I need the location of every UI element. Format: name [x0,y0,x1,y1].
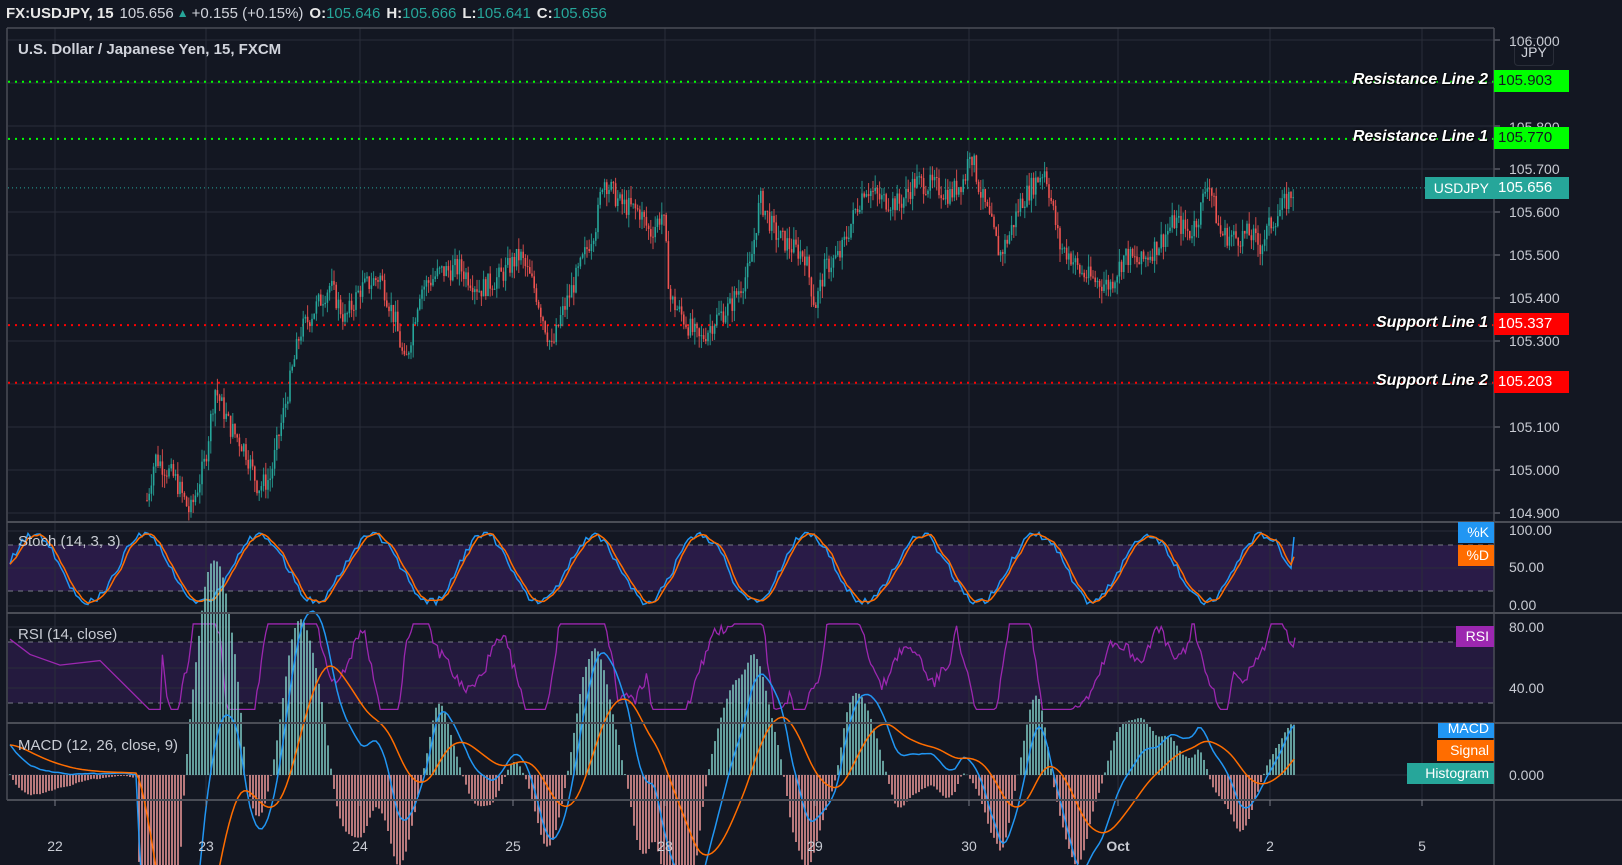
price-axis-label: 105.100 [1509,419,1560,435]
time-axis-label: Oct [1106,838,1130,854]
symbol-info-bar: FX:USDJPY, 15 105.656 ▲ +0.155 (+0.15%) … [0,0,1622,26]
resistance-line-1-label: Resistance Line 1 [1352,128,1488,145]
price-axis-label: 105.000 [1509,462,1560,478]
macd-axis-label: 0.000 [1509,767,1545,783]
time-axis-label: 28 [657,838,673,854]
low-key: L: [462,4,477,22]
support-line-2-label: Support Line 2 [1376,372,1488,389]
symbol-label[interactable]: FX:USDJPY, 15 [6,4,114,22]
stoch-axis-label: 0.00 [1509,597,1537,613]
current-price-tag: 105.656 [1494,177,1569,199]
high-value: 105.666 [402,4,457,22]
high-key: H: [386,4,403,22]
stoch-pane-title: Stoch (14, 3, 3) [18,533,121,550]
resistance-line-1-price-tag: 105.770 [1494,127,1569,149]
rsi-axis-label: 80.00 [1509,619,1545,635]
low-value: 105.641 [476,4,531,22]
open-key: O: [309,4,327,22]
rsi-axis-label: 40.00 [1509,680,1545,696]
support-line-1-price-tag: 105.337 [1494,313,1569,335]
stoch-axis-label: 100.00 [1509,522,1552,538]
time-axis-label: 30 [961,838,977,854]
resistance-line-2-label: Resistance Line 2 [1352,71,1488,88]
resistance-line-2-price-tag: 105.903 [1494,70,1569,92]
price-change: +0.155 (+0.15%) [191,4,304,22]
open-value: 105.646 [326,4,381,22]
stoch-d-chip: %D [1458,545,1494,566]
price-axis-label: 104.900 [1509,505,1560,521]
main-pane-title: U.S. Dollar / Japanese Yen, 15, FXCM [18,41,282,58]
macd-pane-title: MACD (12, 26, close, 9) [18,737,179,754]
time-axis-label: 24 [352,838,368,854]
signal-chip: Signal [1437,740,1494,761]
time-axis-label: 29 [807,838,823,854]
rsi-pane-title: RSI (14, close) [18,626,118,643]
time-axis-label: 23 [198,838,214,854]
stoch-k-chip: %K [1458,522,1494,543]
close-value: 105.656 [552,4,607,22]
rsi-chip: RSI [1456,626,1494,647]
currency-button[interactable]: JPY [1514,38,1554,66]
stoch-axis-label: 50.00 [1509,559,1545,575]
price-axis-label: 105.500 [1509,247,1560,263]
time-axis-label: 2 [1266,838,1274,854]
histogram-chip: Histogram [1407,763,1494,784]
price-axis-label: 105.700 [1509,161,1560,177]
close-key: C: [536,4,553,22]
time-axis-label: 5 [1418,838,1426,854]
last-price: 105.656 [119,4,174,22]
price-axis-label: 106.000 [1509,33,1560,49]
up-arrow-icon: ▲ [176,6,189,20]
price-axis-label: 105.400 [1509,290,1560,306]
support-line-2-price-tag: 105.203 [1494,371,1569,393]
macd-chip: MACD [1438,723,1494,738]
support-line-1-label: Support Line 1 [1376,314,1488,331]
current-symbol-tag: USDJPY [1425,177,1494,199]
time-axis-label: 22 [47,838,63,854]
price-axis-label: 105.300 [1509,333,1560,349]
price-axis-label: 105.600 [1509,204,1560,220]
time-axis-label: 25 [505,838,521,854]
